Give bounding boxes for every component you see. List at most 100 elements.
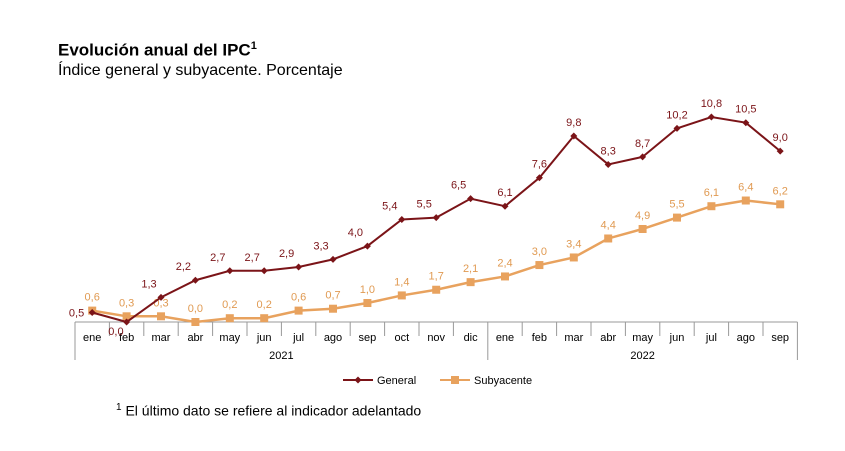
- x-tick-label: jun: [669, 332, 685, 344]
- data-point-square: [397, 291, 406, 300]
- data-point-square: [157, 312, 165, 321]
- data-label: 9,8: [566, 117, 581, 129]
- data-label: 5,5: [417, 199, 432, 211]
- x-tick-label: sep: [359, 332, 377, 344]
- data-label: 1,4: [394, 276, 409, 288]
- data-point-diamond: [226, 267, 234, 275]
- data-label: 6,2: [773, 185, 788, 197]
- data-label: 2,9: [279, 248, 294, 260]
- footnote-text: El último dato se refiere al indicador a…: [125, 402, 422, 419]
- data-point-diamond: [88, 309, 96, 317]
- data-point-diamond: [673, 124, 681, 132]
- data-point-square: [569, 253, 578, 262]
- data-point-diamond: [570, 132, 578, 140]
- data-point-diamond: [707, 113, 715, 121]
- data-label: 2,4: [497, 257, 512, 269]
- data-label: 3,3: [313, 240, 328, 252]
- data-point-square: [363, 299, 372, 308]
- x-tick-label: may: [219, 332, 240, 344]
- data-point-square: [535, 261, 544, 270]
- x-tick-label: ago: [737, 332, 755, 344]
- chart-subtitle: Índice general y subyacente. Porcentaje: [58, 62, 343, 79]
- x-tick-label: abr: [187, 332, 203, 344]
- data-point-square: [329, 304, 337, 313]
- data-point-square: [638, 224, 647, 233]
- data-point-diamond: [398, 216, 406, 223]
- data-label: 2,1: [463, 263, 478, 275]
- footnote: 1 El último dato se refiere al indicador…: [116, 402, 421, 419]
- x-tick-label: mar: [564, 332, 583, 344]
- data-label: 0,0: [108, 326, 123, 338]
- data-point-diamond: [295, 263, 303, 271]
- x-tick-label: sep: [771, 332, 789, 344]
- x-tick-label: feb: [119, 332, 134, 344]
- year-label: 2021: [269, 350, 293, 362]
- data-label: 2,2: [176, 261, 191, 273]
- data-label: 5,5: [669, 199, 684, 211]
- data-label: 10,8: [701, 98, 722, 110]
- data-label: 0,7: [325, 290, 340, 302]
- x-tick-label: jul: [705, 332, 717, 344]
- data-label: 0,6: [85, 292, 100, 304]
- data-point-square: [604, 234, 613, 243]
- data-point-square: [191, 318, 200, 326]
- data-label: 8,7: [635, 138, 650, 150]
- data-label: 6,1: [497, 187, 512, 199]
- data-label: 7,6: [532, 159, 547, 171]
- data-point-square: [776, 200, 785, 209]
- data-label: 0,6: [291, 292, 306, 304]
- data-point-square: [501, 272, 509, 281]
- legend-marker-diamond: [354, 376, 362, 384]
- data-point-diamond: [363, 242, 371, 250]
- x-tick-label: mar: [152, 332, 171, 344]
- data-label: 1,0: [360, 284, 375, 296]
- data-point-square: [673, 213, 681, 222]
- data-label: 3,4: [566, 238, 581, 250]
- data-label: 4,9: [635, 210, 650, 222]
- data-point-square: [707, 202, 716, 211]
- footnote-mark: 1: [116, 402, 122, 413]
- title-text: Evolución anual del IPC: [58, 40, 251, 60]
- data-label: 0,2: [222, 299, 237, 311]
- data-point-square: [432, 285, 441, 294]
- x-tick-label: dic: [464, 332, 479, 344]
- data-label: 8,3: [601, 145, 616, 157]
- data-label: 10,5: [735, 104, 756, 116]
- chart-title: Evolución anual del IPC1: [58, 40, 257, 61]
- legend-label: Subyacente: [474, 375, 532, 387]
- title-footnote-mark: 1: [250, 40, 257, 52]
- data-label: 6,1: [704, 187, 719, 199]
- legend-label: General: [377, 375, 416, 387]
- data-point-diamond: [123, 318, 131, 326]
- data-point-diamond: [604, 160, 612, 168]
- data-label: 5,4: [382, 201, 397, 213]
- data-label: 9,0: [773, 132, 788, 144]
- x-tick-label: jul: [292, 332, 304, 344]
- data-label: 1,7: [429, 271, 444, 283]
- data-point-diamond: [467, 195, 475, 203]
- data-label: 0,3: [119, 297, 134, 309]
- data-point-diamond: [191, 276, 199, 284]
- data-point-square: [122, 312, 131, 321]
- data-label: 6,4: [738, 182, 753, 194]
- x-tick-label: ene: [496, 332, 514, 344]
- x-tick-label: abr: [600, 332, 616, 344]
- data-label: 6,5: [451, 180, 466, 192]
- data-point-diamond: [535, 174, 543, 182]
- data-label: 3,0: [532, 246, 547, 258]
- x-tick-label: oct: [394, 332, 409, 344]
- x-tick-label: ene: [83, 332, 101, 344]
- data-point-square: [294, 306, 303, 315]
- data-point-diamond: [157, 293, 165, 301]
- legend-marker-square: [451, 376, 459, 384]
- data-label: 2,7: [245, 252, 260, 264]
- year-label: 2022: [630, 350, 654, 362]
- data-label: 4,0: [348, 227, 363, 239]
- data-label: 2,7: [210, 252, 225, 264]
- data-point-diamond: [260, 267, 268, 275]
- data-label: 0,5: [69, 308, 84, 320]
- x-tick-label: feb: [532, 332, 547, 344]
- x-tick-label: jun: [256, 332, 272, 344]
